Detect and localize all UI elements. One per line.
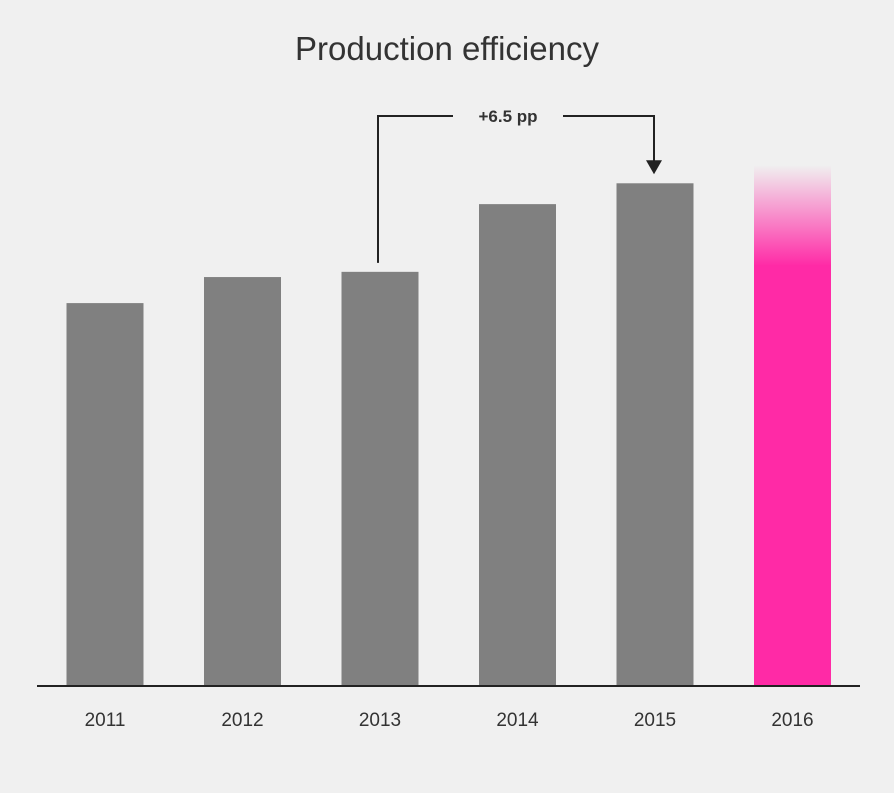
annotation-bracket <box>377 115 655 263</box>
down-arrow-icon <box>646 160 662 175</box>
bar-2013 <box>341 271 419 686</box>
bar-2016 <box>754 265 831 686</box>
bar-2015 <box>616 183 694 686</box>
x-tick-label-2012: 2012 <box>221 710 263 731</box>
chart-title: Production efficiency <box>295 30 599 67</box>
bar-2014 <box>479 204 556 686</box>
x-tick-label-2013: 2013 <box>359 710 401 731</box>
x-tick-label-2011: 2011 <box>85 710 126 731</box>
x-tick-label-2015: 2015 <box>634 710 676 731</box>
change-annotation: +6.5 pp <box>377 107 662 263</box>
annotation-label: +6.5 pp <box>478 107 537 126</box>
x-tick-label-2014: 2014 <box>496 710 539 731</box>
bar-2016-fade <box>754 165 831 267</box>
bars-layer <box>66 165 831 686</box>
bar-2011 <box>66 303 144 686</box>
x-tick-labels: 2011 2012 2013 2014 2015 2016 <box>85 710 814 731</box>
bar-2012 <box>204 277 281 686</box>
x-tick-label-2016: 2016 <box>771 710 813 731</box>
